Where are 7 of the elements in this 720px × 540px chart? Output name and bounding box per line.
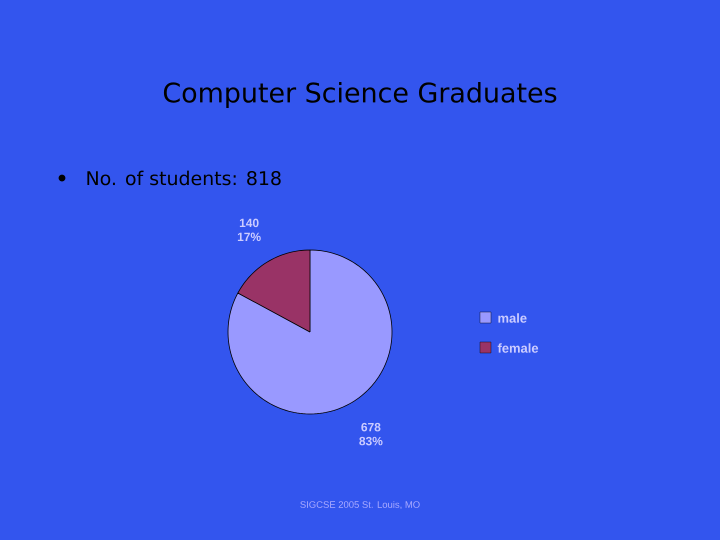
legend-label: female: [498, 343, 538, 353]
text: SIGCSE 2005 St. Louis, MO: [300, 500, 420, 510]
legend-label: male: [498, 313, 527, 323]
data-label: 140 17%: [238, 218, 261, 242]
chart-subtitle: No. of students: 818: [87, 170, 281, 186]
chart-title: Computer Science Graduates: [164, 82, 556, 108]
data-label: 678 83%: [359, 422, 383, 446]
